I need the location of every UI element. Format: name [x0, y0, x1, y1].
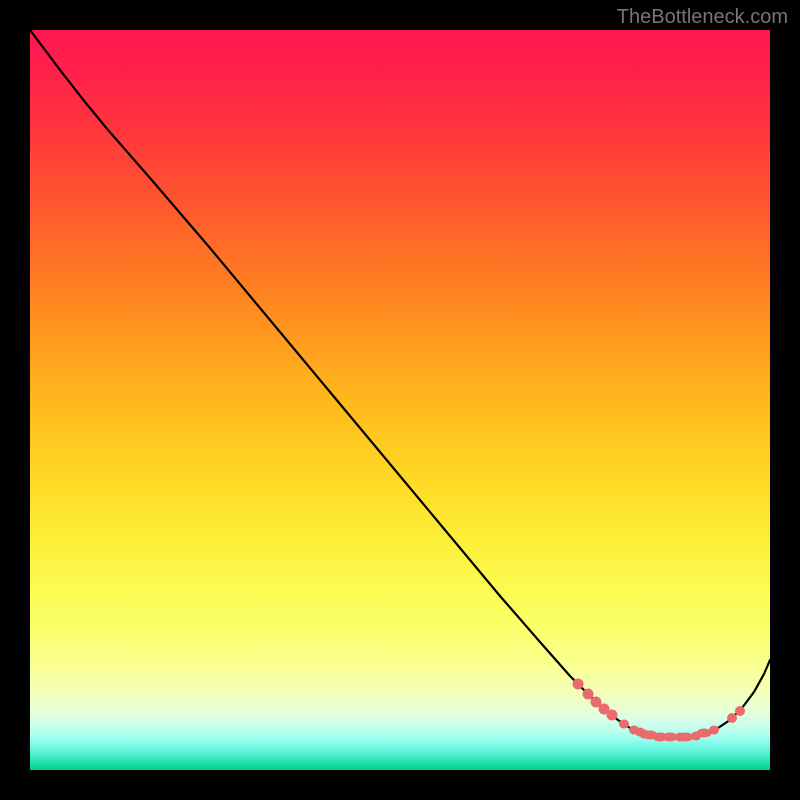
curve-marker [583, 689, 593, 699]
curve-marker [679, 733, 693, 741]
curve-marker [663, 733, 677, 741]
curve-marker [728, 714, 737, 723]
marker-group [573, 679, 745, 741]
curve-marker [697, 729, 711, 737]
plot-area [30, 30, 770, 770]
curve-layer [30, 30, 770, 770]
curve-marker [620, 720, 629, 728]
curve-marker [710, 726, 719, 734]
curve-marker [736, 707, 745, 716]
chart-frame: TheBottleneck.com [0, 0, 800, 800]
curve-marker [573, 679, 583, 689]
bottleneck-curve [30, 30, 770, 737]
curve-marker [591, 697, 601, 707]
attribution-label: TheBottleneck.com [617, 6, 788, 29]
curve-marker [607, 710, 617, 720]
